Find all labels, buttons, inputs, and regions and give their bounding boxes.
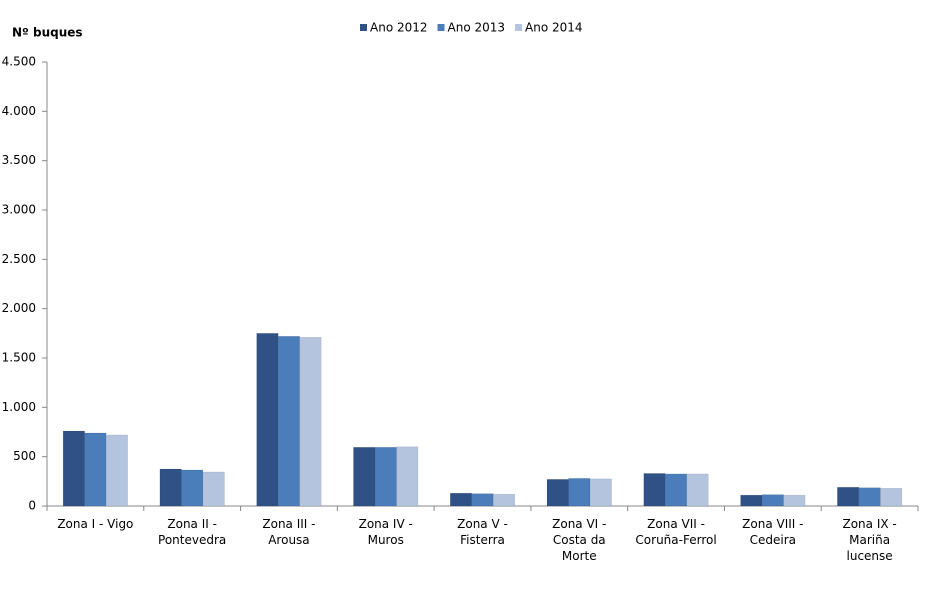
bar xyxy=(62,430,85,507)
legend-swatch xyxy=(437,24,445,31)
bar xyxy=(277,336,300,507)
x-tick-label: Zona V - Fisterra xyxy=(457,517,508,547)
bar xyxy=(471,493,494,507)
bar xyxy=(686,473,709,507)
x-tick-label: Zona IX - Mariña lucense xyxy=(842,517,897,563)
y-tick-label: 500 xyxy=(13,449,36,463)
bar xyxy=(761,494,784,507)
y-tick-label: 0 xyxy=(28,499,36,513)
x-tick-label: Zona II - Pontevedra xyxy=(158,517,227,547)
bar xyxy=(493,493,515,507)
legend-swatch xyxy=(360,24,367,31)
x-tick-label: Zona III - Arousa xyxy=(262,517,316,547)
bar xyxy=(450,492,472,507)
x-tick-label: Zona I - Vigo xyxy=(57,517,134,531)
legend-label: Ano 2013 xyxy=(448,21,506,35)
bar xyxy=(837,487,860,507)
y-tick-label: 1.500 xyxy=(2,351,36,365)
bar xyxy=(299,337,322,507)
y-tick-label: 3.000 xyxy=(2,203,36,217)
bar xyxy=(665,473,688,507)
y-tick-label: 1.000 xyxy=(2,400,36,414)
x-tick-label: Zona VIII - Cedeira xyxy=(742,517,804,547)
x-tick-label: Zona VI - Costa da Morte xyxy=(552,517,607,563)
x-tick-label: Zona VII - Coruña-Ferrol xyxy=(635,517,717,547)
y-tick-label: 4.000 xyxy=(2,104,36,118)
bar xyxy=(84,432,107,507)
y-tick-label: 2.500 xyxy=(2,252,36,266)
bar xyxy=(740,494,763,507)
y-tick-label: 2.000 xyxy=(2,301,36,315)
bar xyxy=(546,479,569,507)
legend-label: Ano 2014 xyxy=(525,21,583,35)
bar xyxy=(202,471,225,507)
y-axis-title: Nº buques xyxy=(12,26,83,40)
bar xyxy=(374,447,397,507)
bar xyxy=(105,434,128,507)
bar xyxy=(159,468,182,507)
bar xyxy=(256,333,279,507)
bar xyxy=(858,487,881,507)
y-tick-label: 3.500 xyxy=(2,153,36,167)
y-tick-label: 4.500 xyxy=(2,55,36,69)
legend-label: Ano 2012 xyxy=(370,21,428,35)
legend-swatch xyxy=(515,24,523,31)
bar xyxy=(643,473,666,507)
bar xyxy=(783,494,806,507)
bar xyxy=(568,478,591,507)
bar xyxy=(880,487,903,507)
bar xyxy=(396,446,419,507)
bar xyxy=(353,447,376,507)
bar xyxy=(181,469,204,507)
bar xyxy=(589,478,612,507)
x-tick-label: Zona IV - Muros xyxy=(358,517,413,547)
